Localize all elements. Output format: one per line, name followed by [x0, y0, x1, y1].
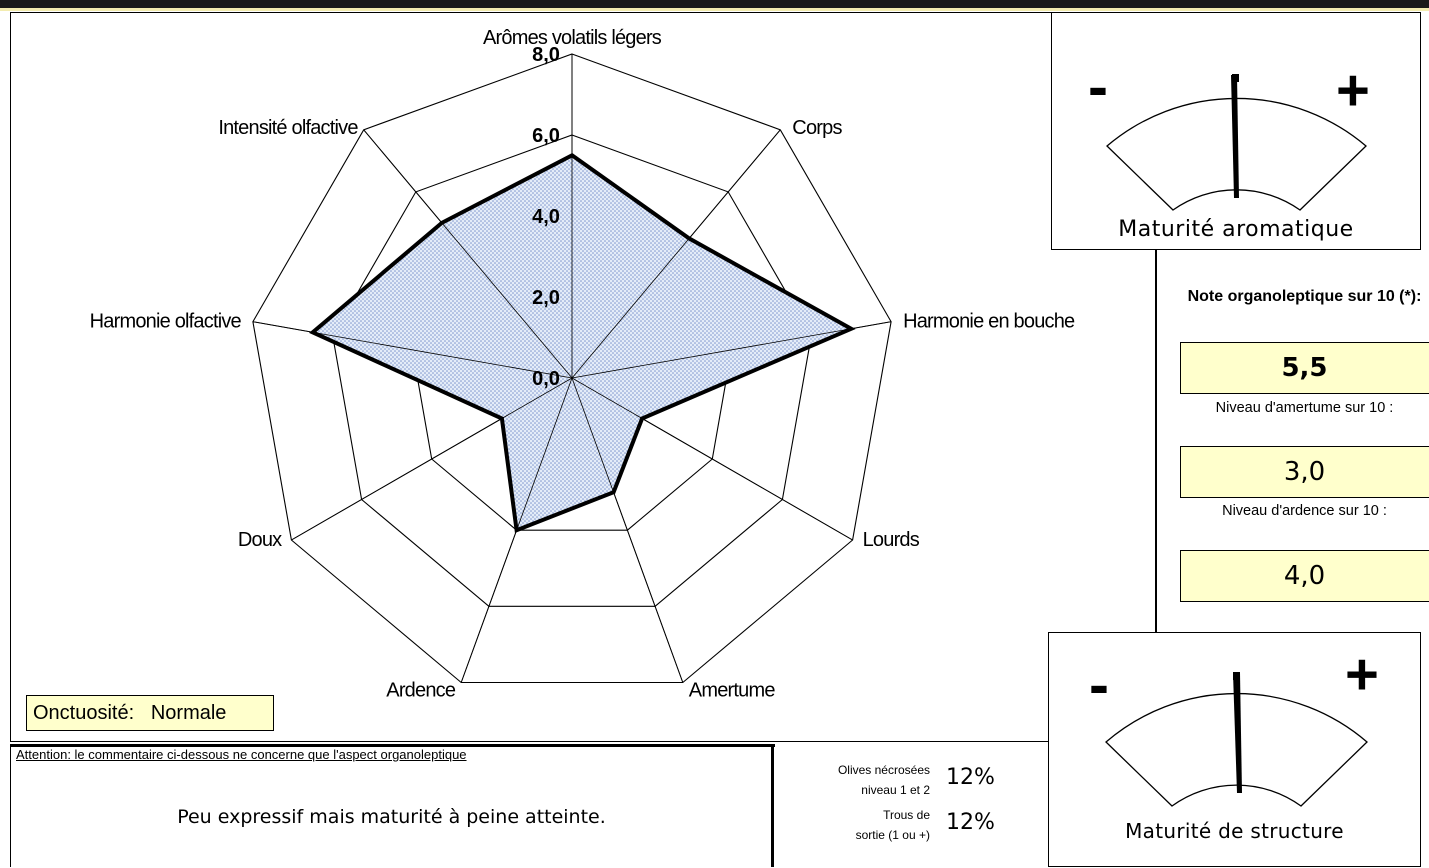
note-organoleptique-value: 5,5: [1180, 342, 1429, 394]
radar-tick-label-2: 4,0: [532, 206, 560, 228]
radar-axis-label-1: Corps: [792, 117, 842, 139]
gauge-aromatique-dial: [1052, 13, 1422, 251]
ardence-title-text: Niveau d'ardence sur 10 :: [1222, 503, 1387, 519]
note-title-text: Note organoleptique sur 10 (*):: [1188, 288, 1422, 305]
comment-header: Attention: le commentaire ci-dessous ne …: [16, 747, 467, 762]
radar-tick-label-3: 6,0: [532, 125, 560, 147]
radar-axis-label-2: Harmonie en bouche: [903, 311, 1075, 333]
gauge-aromatique: - + Maturité aromatique: [1051, 12, 1421, 250]
ardence-value: 4,0: [1180, 550, 1429, 602]
radar-axis-label-6: Doux: [238, 529, 282, 551]
trous-label: Trous de sortie (1 ou +): [790, 805, 930, 845]
amertume-value: 3,0: [1180, 446, 1429, 498]
onctuosite-label: Onctuosité:: [33, 702, 134, 724]
amertume-title: Niveau d'amertume sur 10 :: [1180, 396, 1429, 420]
radar-axis-label-5: Ardence: [386, 680, 456, 702]
radar-tick-label-0: 0,0: [532, 368, 560, 390]
gauge-aromatique-title: Maturité aromatique: [1052, 217, 1420, 242]
gauge-structure: - + Maturité de structure: [1048, 632, 1421, 867]
gauge-aromatique-plus: +: [1336, 61, 1370, 121]
radar-axis-label-3: Lourds: [863, 529, 920, 551]
olives-label: Olives nécrosées niveau 1 et 2: [790, 760, 930, 800]
olives-value: 12%: [946, 765, 995, 790]
gauge-structure-title: Maturité de structure: [1049, 819, 1420, 843]
ardence-title: Niveau d'ardence sur 10 :: [1180, 499, 1429, 523]
onctuosite-box: Onctuosité: Normale: [26, 695, 274, 731]
gauge-aromatique-minus: -: [1088, 57, 1108, 117]
radar-axis-label-0: Arômes volatils légers: [483, 27, 662, 49]
gauge-structure-plus: +: [1345, 645, 1379, 705]
olives-label-line2: niveau 1 et 2: [790, 780, 930, 800]
comment-text: Peu expressif mais maturité à peine atte…: [10, 806, 773, 828]
onctuosite-value: Normale: [151, 702, 227, 724]
amertume-title-text: Niveau d'amertume sur 10 :: [1216, 400, 1394, 416]
trous-value: 12%: [946, 810, 995, 835]
trous-label-line1: Trous de: [790, 805, 930, 825]
radar-axis-label-4: Amertume: [689, 680, 776, 702]
olives-label-line1: Olives nécrosées: [790, 760, 930, 780]
radar-axis-label-7: Harmonie olfactive: [90, 311, 242, 333]
radar-axis-label-8: Intensité olfactive: [218, 117, 358, 139]
trous-label-line2: sortie (1 ou +): [790, 825, 930, 845]
radar-tick-label-1: 2,0: [532, 287, 560, 309]
note-organoleptique-title: Note organoleptique sur 10 (*):: [1180, 286, 1429, 308]
radar-chart: 0,02,04,06,08,0 Arômes volatils légersCo…: [0, 0, 1160, 745]
gauge-structure-minus: -: [1089, 655, 1109, 715]
